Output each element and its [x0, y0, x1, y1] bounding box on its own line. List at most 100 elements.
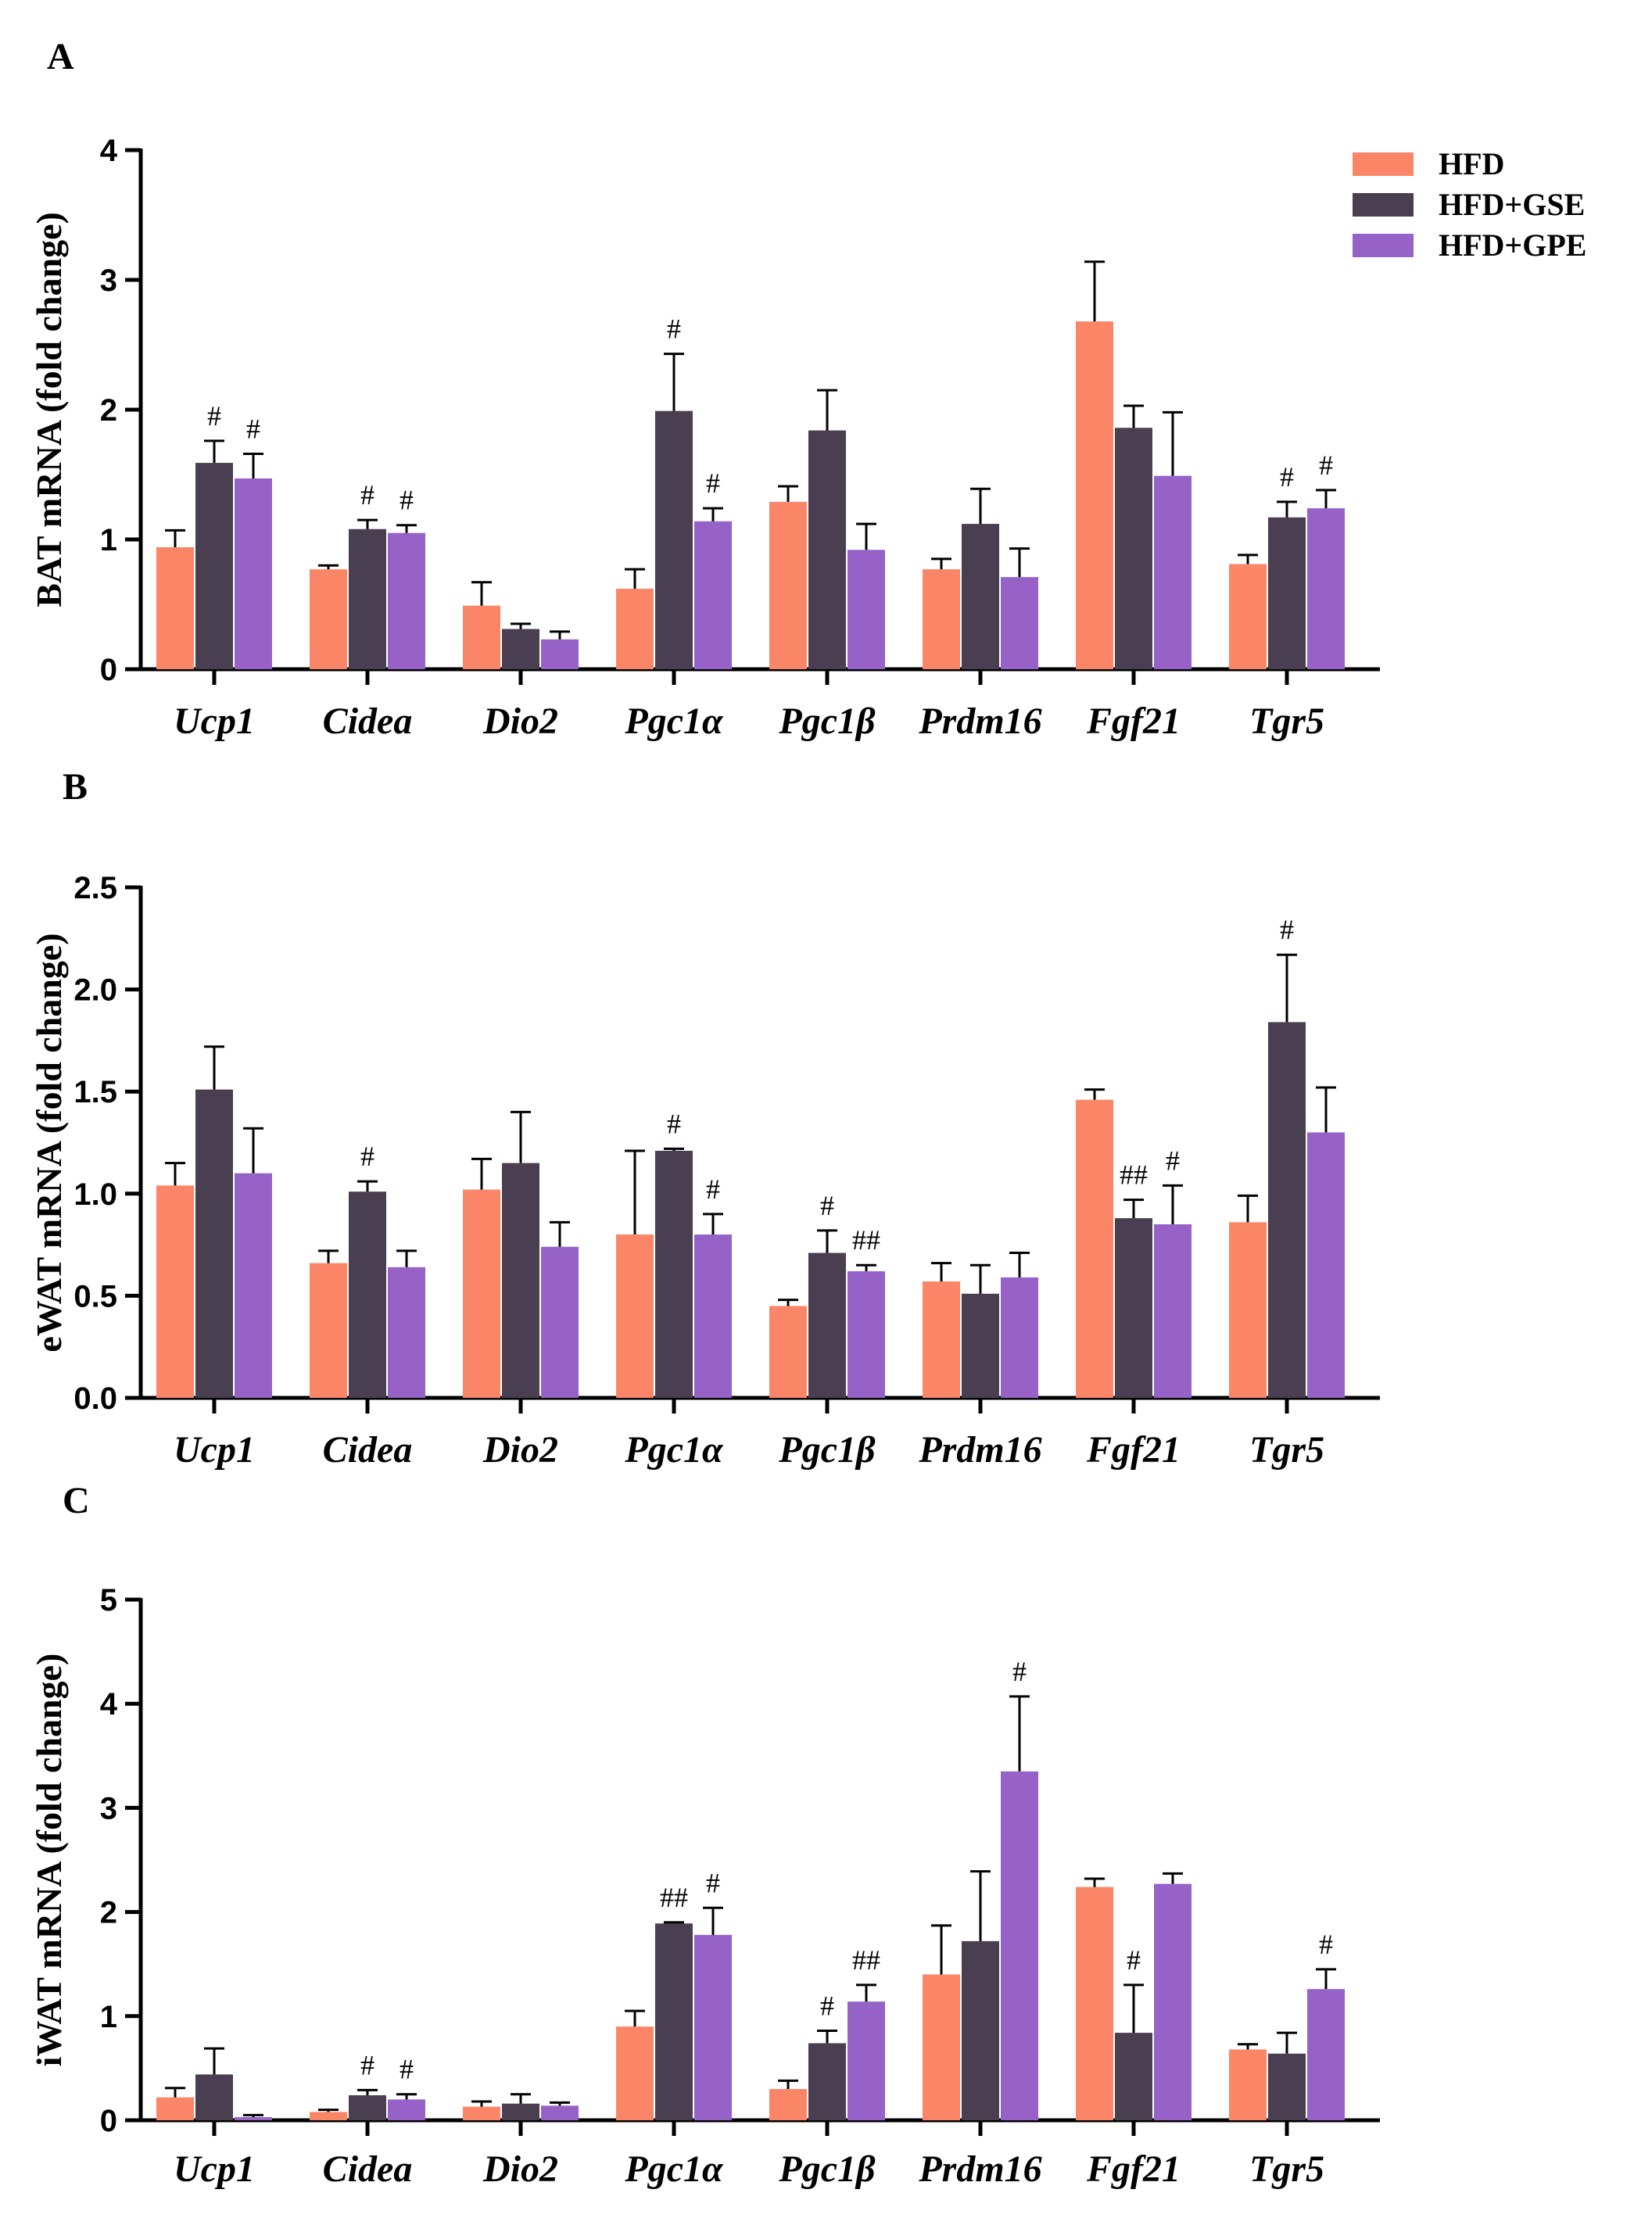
- bar-hfd-ucp1: [156, 546, 194, 669]
- bar-hfd-gse-cidea: [349, 1191, 386, 1398]
- bar-hfd-gpe-pgc1beta: [848, 2001, 885, 2120]
- bar-hfd-gpe-pgc1beta: [848, 1271, 885, 1398]
- significance-mark: #: [360, 2049, 374, 2080]
- x-tick-label-tgr5: Tgr5: [1249, 1429, 1324, 1471]
- significance-mark: #: [1280, 461, 1294, 493]
- bar-hfd-gpe-pgc1alpha: [694, 521, 732, 669]
- x-tick-label-fgf21: Fgf21: [1086, 2148, 1181, 2190]
- bar-hfd-pgc1beta: [769, 1306, 807, 1398]
- x-tick-label-prdm16: Prdm16: [918, 701, 1041, 742]
- bar-hfd-gse-cidea: [349, 2095, 386, 2120]
- x-tick-label-pgc1alpha: Pgc1α: [624, 701, 724, 742]
- significance-mark: #: [1319, 450, 1333, 481]
- significance-mark: #: [706, 1867, 720, 1898]
- bar-hfd-gpe-pgc1alpha: [694, 1934, 732, 2120]
- significance-mark: #: [706, 468, 720, 499]
- x-tick-label-dio2: Dio2: [482, 701, 558, 742]
- bar-hfd-gpe-prdm16: [1001, 1771, 1038, 2120]
- bar-hfd-gpe-pgc1beta: [848, 550, 885, 669]
- significance-mark: ##: [852, 1944, 880, 1976]
- significance-mark: #: [820, 1990, 834, 2021]
- y-tick-label: 0.5: [73, 1279, 117, 1313]
- bar-hfd-gse-prdm16: [962, 524, 999, 669]
- bar-hfd-gpe-fgf21: [1154, 1224, 1192, 1398]
- bar-hfd-gse-tgr5: [1268, 1022, 1306, 1398]
- bar-hfd-cidea: [310, 569, 347, 669]
- x-tick-label-prdm16: Prdm16: [918, 2148, 1041, 2190]
- bar-hfd-gpe-cidea: [388, 2099, 425, 2120]
- bar-hfd-gse-ucp1: [195, 1089, 233, 1398]
- significance-mark: #: [667, 314, 681, 345]
- bar-hfd-gse-dio2: [502, 2103, 539, 2120]
- bar-hfd-gse-pgc1beta: [808, 2043, 846, 2120]
- significance-mark: #: [1319, 1929, 1333, 1960]
- y-axis-label: iWAT mRNA (fold change): [29, 1654, 69, 2067]
- bar-hfd-pgc1alpha: [616, 2026, 654, 2120]
- legend-swatch-hfd-gse: [1353, 193, 1414, 217]
- significance-mark: #: [360, 479, 374, 511]
- bar-hfd-cidea: [310, 1263, 347, 1398]
- significance-mark: #: [1280, 914, 1294, 945]
- x-tick-label-tgr5: Tgr5: [1249, 701, 1324, 742]
- bar-hfd-gse-pgc1beta: [808, 430, 846, 669]
- bar-hfd-gpe-ucp1: [235, 2117, 272, 2120]
- bar-hfd-ucp1: [156, 2097, 194, 2120]
- bar-hfd-fgf21: [1076, 1887, 1113, 2120]
- y-tick-label: 2: [100, 1896, 117, 1930]
- bar-hfd-prdm16: [923, 1974, 960, 2120]
- bar-hfd-fgf21: [1076, 321, 1113, 669]
- x-tick-label-cidea: Cidea: [323, 701, 413, 742]
- significance-mark: #: [1012, 1656, 1027, 1687]
- significance-mark: #: [400, 485, 414, 516]
- bar-hfd-pgc1beta: [769, 501, 807, 669]
- significance-mark: #: [1127, 1944, 1141, 1976]
- y-tick-label: 1: [100, 523, 117, 557]
- y-tick-label: 1: [100, 2000, 117, 2034]
- significance-mark: #: [246, 413, 260, 444]
- panel-letter: C: [63, 1480, 90, 1521]
- bar-hfd-gse-tgr5: [1268, 517, 1306, 669]
- bar-hfd-dio2: [463, 1189, 500, 1398]
- bar-hfd-gpe-tgr5: [1307, 1989, 1345, 2120]
- bar-hfd-gpe-dio2: [541, 1246, 579, 1398]
- bar-hfd-gpe-fgf21: [1154, 475, 1192, 669]
- y-tick-label: 0: [100, 2104, 117, 2138]
- legend-label-hfd-gse: HFD+GSE: [1439, 187, 1585, 222]
- bar-hfd-gse-dio2: [502, 629, 539, 669]
- bar-hfd-gse-fgf21: [1115, 1218, 1152, 1398]
- significance-mark: #: [207, 400, 221, 432]
- bar-hfd-gse-fgf21: [1115, 2033, 1152, 2120]
- significance-mark: ##: [660, 1882, 688, 1913]
- bar-hfd-cidea: [310, 2112, 347, 2120]
- bar-hfd-gse-pgc1alpha: [655, 1150, 693, 1398]
- y-tick-label: 0.0: [73, 1381, 117, 1416]
- bar-hfd-gpe-prdm16: [1001, 577, 1038, 669]
- bar-hfd-gse-tgr5: [1268, 2053, 1306, 2120]
- y-axis-label: eWAT mRNA (fold change): [29, 933, 69, 1352]
- x-tick-label-dio2: Dio2: [482, 1429, 558, 1471]
- bar-hfd-gpe-fgf21: [1154, 1883, 1192, 2120]
- legend: HFD HFD+GSE HFD+GPE: [1353, 146, 1586, 263]
- panel-c: C 0 1 2 3 4 5 iWAT mRNA (fold change) Ucp1 Cidea #…: [29, 1480, 1380, 2190]
- bar-hfd-ucp1: [156, 1185, 194, 1398]
- legend-swatch-hfd: [1353, 152, 1414, 176]
- bar-hfd-tgr5: [1229, 564, 1267, 669]
- bar-hfd-dio2: [463, 605, 500, 669]
- x-tick-label-ucp1: Ucp1: [174, 2148, 255, 2190]
- bar-hfd-prdm16: [923, 569, 960, 669]
- bar-hfd-gse-pgc1beta: [808, 1252, 846, 1398]
- bar-hfd-gse-ucp1: [195, 2074, 233, 2120]
- y-tick-label: 0: [100, 653, 117, 687]
- bar-hfd-gpe-ucp1: [235, 478, 272, 669]
- bar-hfd-gpe-ucp1: [235, 1173, 272, 1398]
- y-tick-label: 3: [100, 1791, 117, 1826]
- bar-hfd-pgc1alpha: [616, 589, 654, 669]
- x-tick-label-tgr5: Tgr5: [1249, 2148, 1324, 2190]
- panel-letter: B: [63, 766, 88, 808]
- y-tick-label: 2.0: [73, 973, 117, 1008]
- legend-swatch-hfd-gpe: [1353, 234, 1414, 257]
- panel-letter: A: [47, 36, 74, 77]
- y-tick-label: 4: [100, 1687, 118, 1722]
